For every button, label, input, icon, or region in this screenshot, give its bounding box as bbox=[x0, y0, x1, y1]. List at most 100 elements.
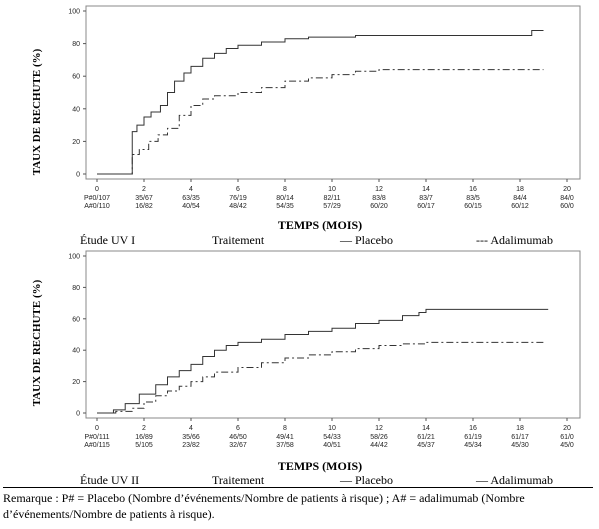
x-tick-label: 6 bbox=[236, 186, 240, 193]
treatment-label: Traitement bbox=[212, 233, 265, 247]
legend-placebo: — Placebo bbox=[340, 233, 393, 247]
risk-cell: 35/66 bbox=[182, 434, 200, 441]
risk-cell: 45/37 bbox=[417, 442, 435, 449]
y-tick-label: 20 bbox=[72, 379, 80, 386]
series-line-adalimumab bbox=[97, 341, 544, 414]
risk-cell: 82/11 bbox=[324, 195, 341, 202]
risk-cell: 61/17 bbox=[511, 434, 529, 441]
y-tick-label: 20 bbox=[72, 139, 80, 146]
y-tick-label: 0 bbox=[76, 411, 80, 418]
risk-row-label: A#0/110 bbox=[84, 203, 110, 210]
risk-cell: 61/0 bbox=[560, 434, 574, 441]
risk-cell: 63/35 bbox=[182, 195, 200, 202]
y-tick-label: 80 bbox=[72, 41, 80, 48]
x-tick-label: 12 bbox=[375, 425, 383, 432]
risk-cell: 76/19 bbox=[229, 195, 247, 202]
x-tick-label: 16 bbox=[469, 186, 477, 193]
x-tick-label: 14 bbox=[422, 186, 430, 193]
risk-cell: 40/51 bbox=[323, 442, 341, 449]
risk-cell: 40/54 bbox=[182, 203, 200, 210]
y-tick-label: 0 bbox=[76, 172, 80, 179]
y-axis-label: TAUX DE RECHUTE (%) bbox=[31, 279, 43, 406]
x-tick-label: 8 bbox=[283, 425, 287, 432]
risk-row-label: P#0/107 bbox=[84, 195, 110, 202]
x-tick-label: 20 bbox=[563, 425, 571, 432]
risk-cell: 45/30 bbox=[511, 442, 529, 449]
x-tick-label: 16 bbox=[469, 425, 477, 432]
risk-cell: 60/20 bbox=[370, 203, 388, 210]
risk-cell: 49/41 bbox=[276, 434, 294, 441]
x-tick-label: 6 bbox=[236, 425, 240, 432]
risk-cell: 32/67 bbox=[229, 442, 247, 449]
plot-frame bbox=[85, 250, 581, 419]
study-label: Étude UV I bbox=[80, 233, 136, 247]
x-tick-label: 4 bbox=[189, 425, 193, 432]
risk-cell: 54/33 bbox=[323, 434, 341, 441]
treatment-label: Traitement bbox=[212, 473, 265, 487]
risk-cell: 23/82 bbox=[182, 442, 200, 449]
risk-cell: 45/34 bbox=[464, 442, 482, 449]
x-tick-label: 20 bbox=[563, 186, 571, 193]
y-tick-label: 80 bbox=[72, 285, 80, 292]
x-tick-label: 12 bbox=[375, 186, 383, 193]
risk-cell: 83/8 bbox=[372, 195, 386, 202]
x-tick-label: 18 bbox=[516, 425, 524, 432]
chart-uv2: TAUX DE RECHUTE (%) 0 20 40 60 80 100 0 2 4 6 8 10 1… bbox=[31, 250, 581, 473]
series-line-adalimumab bbox=[97, 69, 544, 175]
y-tick-label: 100 bbox=[68, 9, 80, 16]
risk-cell: 60/12 bbox=[511, 203, 529, 210]
risk-cell: 44/42 bbox=[370, 442, 388, 449]
risk-cell: 83/7 bbox=[419, 195, 433, 202]
risk-cell: 61/19 bbox=[464, 434, 482, 441]
study-label: Étude UV II bbox=[80, 473, 140, 487]
y-tick-label: 60 bbox=[72, 316, 80, 323]
x-tick-label: 0 bbox=[95, 425, 99, 432]
risk-cell: 5/105 bbox=[135, 442, 153, 449]
x-tick-label: 8 bbox=[283, 186, 287, 193]
y-tick-label: 100 bbox=[68, 254, 80, 261]
risk-cell: 61/21 bbox=[417, 434, 435, 441]
risk-cell: 16/89 bbox=[135, 434, 153, 441]
risk-cell: 16/82 bbox=[135, 203, 153, 210]
risk-cell: 60/0 bbox=[560, 203, 574, 210]
series-line-placebo bbox=[97, 308, 549, 414]
x-tick-label: 2 bbox=[142, 425, 146, 432]
risk-cell: 58/26 bbox=[370, 434, 388, 441]
x-tick-label: 0 bbox=[95, 186, 99, 193]
risk-cell: 35/67 bbox=[135, 195, 153, 202]
risk-cell: 84/0 bbox=[560, 195, 574, 202]
risk-row-label: P#0/111 bbox=[84, 434, 109, 441]
chart-uv1: TAUX DE RECHUTE (%) 0 20 40 60 80 100 0 2 4 6 8 10 1… bbox=[31, 5, 581, 232]
plot-frame bbox=[85, 5, 581, 180]
x-tick-label: 10 bbox=[328, 425, 336, 432]
y-tick-label: 40 bbox=[72, 348, 80, 355]
y-tick-label: 60 bbox=[72, 74, 80, 81]
risk-cell: 57/29 bbox=[323, 203, 341, 210]
risk-cell: 80/14 bbox=[276, 195, 294, 202]
risk-cell: 60/17 bbox=[417, 203, 435, 210]
x-tick-label: 18 bbox=[516, 186, 524, 193]
risk-cell: 46/50 bbox=[229, 434, 247, 441]
risk-cell: 48/42 bbox=[229, 203, 247, 210]
footnote: Remarque : P# = Placebo (Nombre d’événem… bbox=[3, 491, 525, 521]
divider bbox=[3, 487, 593, 488]
x-axis-label: TEMPS (MOIS) bbox=[278, 459, 362, 473]
risk-cell: 45/0 bbox=[560, 442, 574, 449]
risk-row-label: A#0/115 bbox=[84, 442, 110, 449]
x-tick-label: 14 bbox=[422, 425, 430, 432]
x-axis-label: TEMPS (MOIS) bbox=[278, 218, 362, 232]
legend-adalimumab: --- Adalimumab bbox=[476, 233, 553, 247]
risk-cell: 84/4 bbox=[513, 195, 527, 202]
x-tick-label: 2 bbox=[142, 186, 146, 193]
legend-adalimumab: — Adalimumab bbox=[476, 473, 553, 487]
x-tick-label: 4 bbox=[189, 186, 193, 193]
x-tick-label: 10 bbox=[328, 186, 336, 193]
risk-cell: 54/35 bbox=[276, 203, 294, 210]
risk-cell: 60/15 bbox=[464, 203, 482, 210]
legend-placebo: — Placebo bbox=[340, 473, 393, 487]
risk-cell: 37/58 bbox=[276, 442, 294, 449]
series-line-placebo bbox=[97, 30, 544, 175]
y-tick-label: 40 bbox=[72, 106, 80, 113]
y-axis-label: TAUX DE RECHUTE (%) bbox=[31, 48, 43, 175]
risk-cell: 83/5 bbox=[466, 195, 480, 202]
